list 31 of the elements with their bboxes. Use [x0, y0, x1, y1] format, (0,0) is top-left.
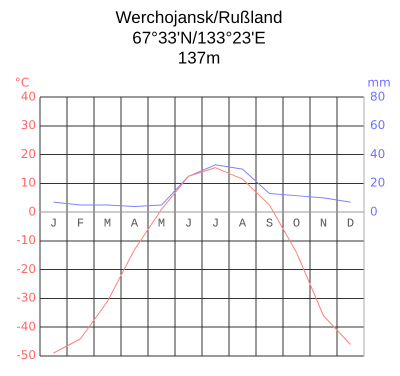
x-tick-label: D	[346, 216, 354, 231]
x-tick-label: J	[50, 216, 58, 231]
chart-title: Werchojansk/Rußland	[116, 8, 282, 27]
y-tick-label: -50	[16, 348, 36, 362]
x-tick-label: A	[130, 216, 139, 231]
y2-tick-label: 60	[370, 118, 386, 132]
x-tick-label: J	[184, 216, 192, 231]
x-tick-label: M	[158, 216, 166, 231]
y2-tick-label: 20	[370, 176, 386, 190]
y-axis-title: °C	[14, 75, 30, 90]
x-tick-label: S	[266, 216, 274, 231]
y2-axis-title: mm	[367, 75, 391, 90]
x-tick-label: O	[292, 216, 300, 231]
x-tick-label: N	[320, 216, 328, 231]
x-tick-label: F	[76, 216, 84, 231]
y-tick-label: -20	[16, 262, 36, 276]
y2-tick-label: 80	[370, 89, 386, 104]
y-tick-label: 10	[20, 176, 36, 190]
y-tick-label: 40	[20, 89, 36, 104]
chart-subtitle: 67°33'N/133°23'E 137m	[132, 28, 266, 68]
y-tick-label: 0	[28, 204, 36, 218]
y-tick-label: -10	[16, 233, 36, 248]
y-tick-label: 30	[20, 118, 36, 132]
y-tick-label: -30	[16, 290, 36, 305]
x-tick-label: J	[212, 216, 220, 231]
y-tick-label: 20	[20, 146, 36, 161]
y-tick-label: -40	[16, 319, 36, 334]
y2-tick-label: 0	[370, 204, 378, 218]
y2-tick-label: 40	[370, 146, 386, 161]
x-tick-label: M	[104, 216, 112, 231]
x-tick-label: A	[238, 216, 247, 231]
